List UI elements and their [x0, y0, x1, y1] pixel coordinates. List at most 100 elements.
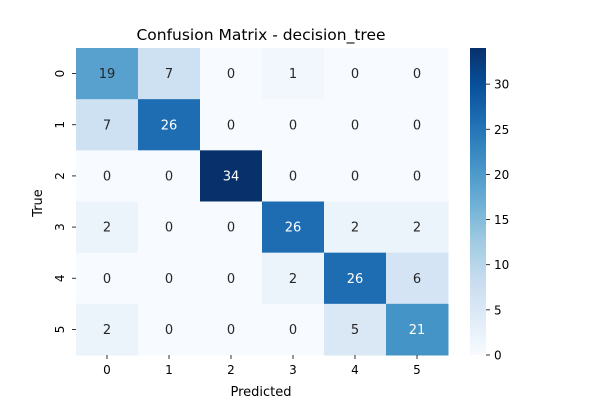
y-tick-label: 2 [53, 172, 67, 180]
x-tick-label: 2 [227, 363, 235, 377]
heatmap-cell [138, 99, 201, 151]
heatmap-cell [200, 201, 263, 254]
heatmap-cell [324, 252, 387, 305]
heatmap-cell [138, 150, 201, 202]
cell-value-label: 0 [227, 323, 235, 338]
cell-value-label: 0 [227, 67, 235, 82]
cell-value-label: 7 [165, 67, 173, 82]
cell-value-label: 7 [103, 118, 111, 133]
colorbar [470, 48, 486, 355]
x-axis-label: Predicted [230, 385, 291, 400]
x-tick-label: 1 [165, 363, 173, 377]
heatmap-cell [76, 99, 139, 151]
heatmap-cell [200, 252, 263, 305]
heatmap-cell [262, 150, 325, 202]
heatmap-cell [76, 252, 139, 305]
cell-value-label: 0 [227, 272, 235, 287]
cell-value-label: 0 [413, 67, 421, 82]
y-axis-label: True [31, 189, 46, 218]
cell-value-label: 5 [351, 323, 359, 338]
cell-value-label: 21 [409, 323, 426, 338]
x-tick-label: 5 [413, 363, 421, 377]
x-tick-label: 0 [103, 363, 111, 377]
heatmap-cell [76, 303, 139, 356]
cell-value-label: 0 [289, 169, 297, 184]
cell-value-label: 1 [289, 67, 297, 82]
heatmap-cell [262, 201, 325, 254]
cell-value-label: 0 [165, 169, 173, 184]
cell-value-label: 0 [413, 169, 421, 184]
heatmap-cell [200, 303, 263, 356]
heatmap-cell [386, 48, 449, 100]
heatmap-cell [138, 252, 201, 305]
heatmap-cell [200, 48, 263, 100]
heatmap-cell [386, 201, 449, 254]
cell-value-label: 2 [413, 221, 421, 236]
colorbar-tick-label: 25 [494, 123, 509, 137]
cell-value-label: 2 [103, 323, 111, 338]
y-tick-label: 5 [53, 326, 67, 334]
cell-value-label: 0 [351, 118, 359, 133]
cell-value-label: 0 [165, 323, 173, 338]
heatmap-cell [324, 150, 387, 202]
cell-value-label: 0 [413, 118, 421, 133]
heatmap-cell [262, 99, 325, 151]
heatmap-cell [386, 252, 449, 305]
heatmap-cell [324, 201, 387, 254]
heatmap-cell [200, 150, 263, 202]
y-tick-label: 3 [53, 223, 67, 231]
heatmap-cell [138, 201, 201, 254]
colorbar-ticks: 0 5 10 15 20 25 30 [486, 78, 509, 363]
heatmap-cells: 19 7 0 1 0 0 7 26 0 0 0 0 0 0 34 0 0 0 2 0 0 26 2 2 0 0 0 2 26 6 2 0 0 0 5… [76, 48, 449, 356]
cell-value-label: 0 [165, 221, 173, 236]
heatmap-cell [324, 303, 387, 356]
cell-value-label: 26 [285, 221, 302, 236]
colorbar-tick-label: 5 [494, 303, 502, 317]
heatmap-cell [386, 150, 449, 202]
cell-value-label: 34 [223, 169, 240, 184]
cell-value-label: 0 [165, 272, 173, 287]
colorbar-tick-label: 0 [494, 349, 502, 363]
x-axis-ticks: 0 1 2 3 4 5 [103, 355, 421, 377]
heatmap-cell [386, 303, 449, 356]
y-tick-label: 0 [53, 70, 67, 78]
cell-value-label: 2 [351, 221, 359, 236]
cell-value-label: 19 [99, 67, 116, 82]
x-tick-label: 4 [351, 363, 359, 377]
cell-value-label: 0 [227, 118, 235, 133]
heatmap-cell [386, 99, 449, 151]
cell-value-label: 0 [103, 272, 111, 287]
colorbar-tick-label: 10 [494, 258, 509, 272]
heatmap-cell [76, 150, 139, 202]
cell-value-label: 26 [161, 118, 178, 133]
heatmap-cell [138, 303, 201, 356]
cell-value-label: 0 [351, 169, 359, 184]
cell-value-label: 6 [413, 272, 421, 287]
y-tick-label: 4 [53, 274, 67, 282]
cell-value-label: 0 [289, 323, 297, 338]
heatmap-cell [138, 48, 201, 100]
y-tick-label: 1 [53, 121, 67, 129]
heatmap-cell [262, 303, 325, 356]
chart-title: Confusion Matrix - decision_tree [136, 26, 385, 45]
cell-value-label: 0 [289, 118, 297, 133]
colorbar-tick-label: 15 [494, 213, 509, 227]
x-tick-label: 3 [289, 363, 297, 377]
cell-value-label: 0 [103, 169, 111, 184]
cell-value-label: 0 [351, 67, 359, 82]
cell-value-label: 26 [347, 272, 364, 287]
heatmap-cell [324, 99, 387, 151]
y-axis-ticks: 0 1 2 3 4 5 [53, 70, 76, 333]
cell-value-label: 2 [103, 221, 111, 236]
cell-value-label: 0 [227, 221, 235, 236]
heatmap-cell [200, 99, 263, 151]
heatmap-cell [76, 201, 139, 254]
colorbar-tick-label: 20 [494, 168, 509, 182]
cell-value-label: 2 [289, 272, 297, 287]
colorbar-tick-label: 30 [494, 78, 509, 92]
heatmap-cell [324, 48, 387, 100]
heatmap-cell [262, 252, 325, 305]
heatmap-cell [76, 48, 139, 100]
heatmap-cell [262, 48, 325, 100]
